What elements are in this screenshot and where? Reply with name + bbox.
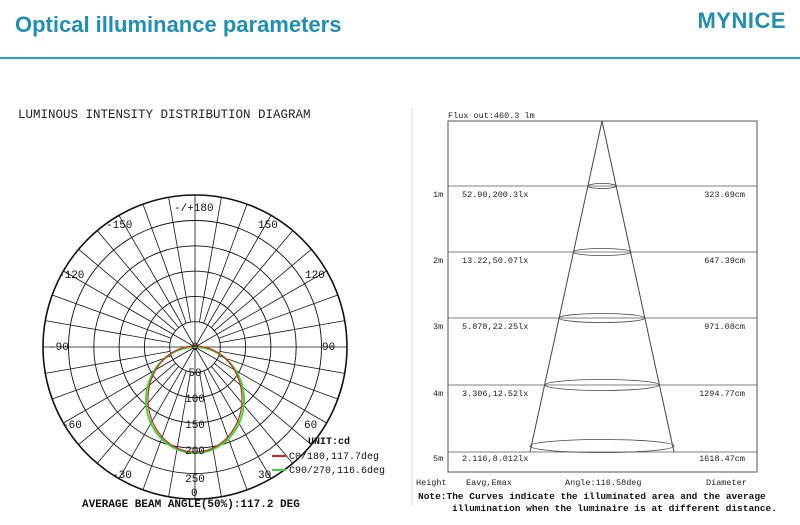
polar-spoke bbox=[45, 351, 171, 374]
row-values-5m: 2.116,8.012lx bbox=[462, 454, 528, 464]
radial-label-150: 150 bbox=[185, 420, 205, 432]
polar-spoke bbox=[218, 355, 338, 400]
polar-spoke bbox=[203, 370, 248, 490]
polar-spoke bbox=[194, 215, 272, 348]
radial-scale-labels: 0 50 100 150 200 250 bbox=[185, 342, 205, 486]
radial-label-0: 0 bbox=[192, 342, 199, 354]
row-height-1m: 1m bbox=[433, 190, 443, 200]
row-diameter-1m: 323.69cm bbox=[704, 190, 745, 200]
row-diameter-5m: 1618.47cm bbox=[699, 454, 745, 464]
polar-spoke bbox=[218, 294, 338, 339]
radial-label-50: 50 bbox=[188, 368, 201, 380]
polar-spoke bbox=[78, 362, 176, 446]
row-height-2m: 2m bbox=[433, 256, 443, 266]
row-height-4m: 4m bbox=[433, 389, 443, 399]
angle-label-0: 0 bbox=[191, 488, 198, 500]
polar-spoke bbox=[214, 362, 312, 446]
angle-label-150: 150 bbox=[258, 220, 278, 232]
polar-spoke bbox=[118, 215, 196, 348]
row-height-5m: 5m bbox=[433, 454, 443, 464]
polar-spoke bbox=[199, 197, 222, 323]
polar-spoke bbox=[168, 371, 191, 497]
angle-label-neg150: -150 bbox=[106, 220, 132, 232]
spot-ellipse-1m bbox=[587, 183, 617, 189]
legend-label-c90: C90/270,116.6deg bbox=[289, 465, 385, 477]
row-values-3m: 5.878,22.25lx bbox=[462, 322, 528, 332]
footer-eavg: Eavg,Emax bbox=[466, 478, 512, 488]
polar-spoke bbox=[214, 248, 312, 332]
polar-spoke bbox=[45, 320, 171, 343]
polar-grid bbox=[42, 194, 348, 500]
polar-spoke bbox=[118, 346, 196, 479]
angle-label-neg60: -60 bbox=[62, 420, 82, 432]
radial-label-100: 100 bbox=[185, 394, 205, 406]
polar-spoke bbox=[52, 294, 172, 339]
polar-spoke bbox=[168, 197, 191, 323]
angle-label-30: 30 bbox=[258, 470, 271, 482]
polar-spoke bbox=[142, 204, 187, 324]
note-line-1: Note:The Curves indicate the illuminated… bbox=[418, 491, 766, 502]
radial-label-200: 200 bbox=[185, 446, 205, 458]
angle-label-neg120: -120 bbox=[58, 270, 84, 282]
polar-spoke bbox=[194, 346, 327, 424]
spot-ellipse-2m bbox=[572, 248, 632, 256]
footer-diameter: Diameter bbox=[706, 478, 747, 488]
cone-left-edge bbox=[529, 120, 603, 453]
angle-label-60: 60 bbox=[304, 420, 317, 432]
polar-spoke bbox=[203, 204, 248, 324]
polar-spoke bbox=[210, 366, 294, 464]
page-title: Optical illuminance parameters bbox=[15, 12, 342, 37]
flux-label: Flux out:460.3 lm bbox=[448, 111, 535, 121]
polar-spoke bbox=[194, 346, 272, 479]
angle-label-neg90: -90 bbox=[49, 342, 69, 354]
curve-c90-270 bbox=[145, 346, 245, 454]
row-values-2m: 13.22,50.07lx bbox=[462, 256, 528, 266]
polar-title: LUMINOUS INTENSITY DISTRIBUTION DIAGRAM bbox=[18, 108, 311, 122]
spot-ellipse-3m bbox=[558, 313, 646, 323]
angle-label-90: 90 bbox=[322, 342, 335, 354]
beam-angle-text: AVERAGE BEAM ANGLE(50%):117.2 DEG bbox=[82, 499, 300, 511]
angle-labels: -/+180 -150 150 -120 120 -90 90 -60 60 -… bbox=[49, 203, 335, 500]
spot-ellipse-4m bbox=[544, 379, 660, 391]
cone-frame bbox=[447, 120, 758, 473]
row-diameter-3m: 971.08cm bbox=[704, 322, 745, 332]
polar-spoke bbox=[142, 370, 187, 490]
footer-angle: Angle:116.58deg bbox=[565, 478, 642, 488]
row-values-1m: 52.90,200.3lx bbox=[462, 190, 528, 200]
angle-label-neg30: -30 bbox=[112, 470, 132, 482]
polar-spoke bbox=[78, 248, 176, 332]
footer-height: Height bbox=[416, 478, 447, 488]
brand-logo: MYNICE bbox=[697, 8, 786, 33]
polar-spoke bbox=[199, 371, 222, 497]
note-line-2: illumination when the luminaire is at di… bbox=[452, 503, 777, 514]
spot-ellipse-5m bbox=[529, 439, 675, 453]
polar-spoke bbox=[96, 366, 180, 464]
polar-spoke bbox=[194, 270, 327, 348]
header-divider bbox=[0, 57, 800, 59]
row-diameter-2m: 647.39cm bbox=[704, 256, 745, 266]
unit-label: UNIT:cd bbox=[308, 436, 350, 448]
radial-label-250: 250 bbox=[185, 474, 205, 486]
cone-rows: 1m 52.90,200.3lx 323.69cm 2m 13.22,50.07… bbox=[433, 183, 757, 464]
polar-spoke bbox=[219, 320, 345, 343]
row-diameter-4m: 1294.77cm bbox=[699, 389, 745, 399]
row-values-4m: 3.306,12.52lx bbox=[462, 389, 528, 399]
angle-label-180: -/+180 bbox=[174, 203, 214, 215]
polar-spoke bbox=[52, 355, 172, 400]
polar-spoke bbox=[63, 270, 196, 348]
polar-spoke bbox=[96, 230, 180, 328]
cone-right-edge bbox=[601, 120, 675, 453]
row-height-3m: 3m bbox=[433, 322, 443, 332]
legend-label-c0: C0/180,117.7deg bbox=[289, 451, 379, 463]
polar-spoke bbox=[63, 346, 196, 424]
curve-c0-180 bbox=[147, 345, 243, 453]
angle-label-120: 120 bbox=[305, 270, 325, 282]
polar-spoke bbox=[219, 351, 345, 374]
polar-spoke bbox=[210, 230, 294, 328]
